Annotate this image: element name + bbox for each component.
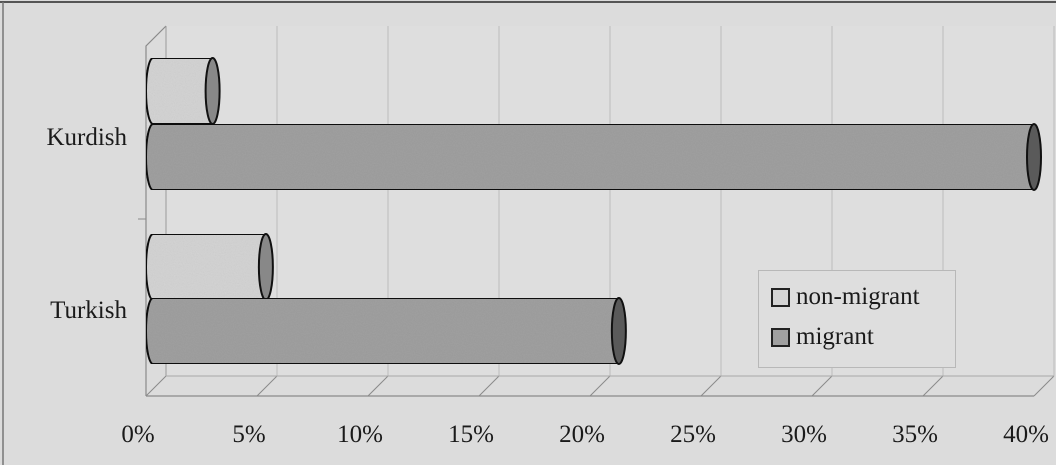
bar-end-cap — [204, 57, 221, 125]
x-tick-label: 10% — [337, 421, 383, 448]
floor-gridline — [811, 375, 833, 397]
bars — [145, 57, 1042, 365]
floor-gridline — [367, 375, 389, 397]
bar-turkish-migrant — [145, 297, 627, 365]
x-tick-label: 25% — [670, 421, 716, 448]
category-label-kurdish: Kurdish — [46, 124, 127, 151]
legend-label-migrant: migrant — [796, 323, 874, 350]
bar-body — [145, 57, 214, 125]
legend: non-migrant migrant — [758, 270, 956, 368]
legend-swatch-non-migrant — [771, 287, 790, 307]
x-tick-label: 20% — [559, 421, 605, 448]
floor-gridline — [256, 375, 278, 397]
legend-item-migrant: migrant — [771, 317, 947, 357]
floor-gridline — [700, 375, 722, 397]
category-labels: Kurdish Turkish — [46, 124, 127, 324]
floor-gridline — [589, 375, 611, 397]
x-axis-ticks: 0% 5% 10% 15% 20% 25% 30% 35% 40% — [121, 421, 1049, 448]
x-tick-label: 5% — [232, 421, 265, 448]
floor-gridline — [478, 375, 500, 397]
legend-label-non-migrant: non-migrant — [796, 283, 920, 310]
bar-body — [145, 123, 1035, 191]
x-tick-label: 15% — [448, 421, 494, 448]
category-label-turkish: Turkish — [50, 297, 127, 324]
x-tick-label: 40% — [1003, 421, 1049, 448]
bar-turkish-non-migrant — [145, 233, 274, 301]
x-tick-label: 35% — [892, 421, 938, 448]
floor-gridline — [922, 375, 944, 397]
bar-end-cap — [257, 233, 274, 301]
bar-body — [145, 297, 620, 365]
x-tick-label: 0% — [121, 421, 154, 448]
bar-end-cap — [1026, 123, 1042, 191]
floor-gridline — [1033, 375, 1055, 397]
floor-gridline — [145, 375, 167, 397]
bar-end-cap — [610, 297, 627, 365]
x-tick-label: 30% — [781, 421, 827, 448]
bar-body — [145, 233, 267, 301]
bar-kurdish-non-migrant — [145, 57, 221, 125]
legend-swatch-migrant — [771, 327, 790, 347]
bar-kurdish-migrant — [145, 123, 1042, 191]
legend-item-non-migrant: non-migrant — [771, 277, 947, 317]
